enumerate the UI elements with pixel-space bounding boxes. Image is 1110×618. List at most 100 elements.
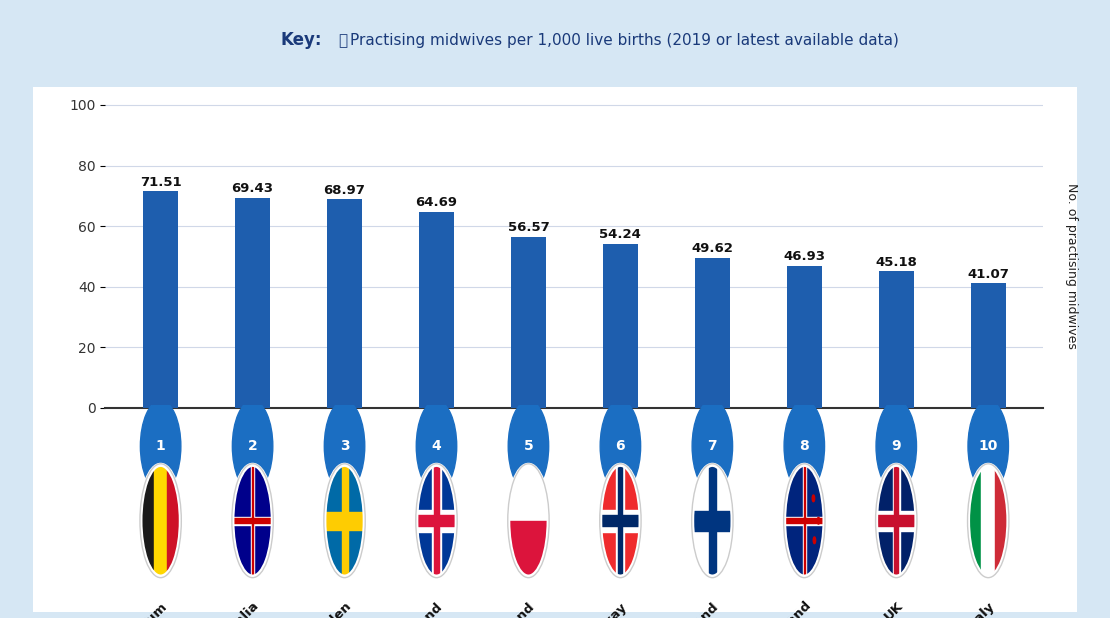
Circle shape bbox=[232, 400, 273, 492]
Ellipse shape bbox=[508, 465, 548, 577]
Bar bbox=[232, 519, 273, 523]
Text: 5: 5 bbox=[524, 439, 533, 453]
Bar bbox=[416, 465, 456, 577]
Text: New Zealand: New Zealand bbox=[736, 599, 814, 618]
Bar bbox=[342, 465, 347, 577]
Bar bbox=[235, 198, 270, 408]
Text: UK: UK bbox=[881, 599, 906, 618]
Bar bbox=[784, 465, 825, 577]
Bar bbox=[879, 271, 914, 408]
Bar bbox=[708, 465, 716, 577]
Circle shape bbox=[784, 400, 825, 492]
Text: Finland: Finland bbox=[673, 599, 722, 618]
Bar bbox=[995, 465, 1009, 577]
Bar bbox=[418, 212, 454, 408]
Bar bbox=[511, 237, 546, 408]
Text: 2: 2 bbox=[248, 439, 258, 453]
Bar bbox=[695, 258, 730, 408]
Bar bbox=[154, 465, 168, 577]
Text: Iceland: Iceland bbox=[398, 599, 446, 618]
Ellipse shape bbox=[693, 465, 733, 577]
Text: Norway: Norway bbox=[581, 599, 629, 618]
Bar bbox=[508, 521, 548, 577]
Text: Belgium: Belgium bbox=[118, 599, 170, 618]
Bar bbox=[618, 465, 623, 577]
Bar bbox=[416, 515, 456, 527]
Text: 7: 7 bbox=[707, 439, 717, 453]
Bar bbox=[601, 465, 640, 577]
Bar bbox=[327, 199, 362, 408]
Text: Practising midwives per 1,000 live births (2019 or latest available data): Practising midwives per 1,000 live birth… bbox=[350, 33, 898, 48]
Ellipse shape bbox=[876, 465, 917, 577]
Text: Sweden: Sweden bbox=[303, 599, 354, 618]
Text: 71.51: 71.51 bbox=[140, 176, 181, 189]
Text: Australia: Australia bbox=[204, 599, 262, 618]
Bar bbox=[787, 266, 821, 408]
Bar bbox=[968, 465, 981, 577]
Bar bbox=[416, 510, 456, 532]
Text: 4: 4 bbox=[432, 439, 442, 453]
Ellipse shape bbox=[324, 465, 365, 577]
Bar bbox=[616, 465, 625, 577]
Text: 8: 8 bbox=[799, 439, 809, 453]
Ellipse shape bbox=[813, 495, 815, 502]
Bar bbox=[232, 517, 273, 525]
Text: Key:: Key: bbox=[281, 31, 322, 49]
Ellipse shape bbox=[814, 537, 816, 544]
Bar bbox=[876, 515, 917, 527]
Bar bbox=[876, 510, 917, 531]
Text: 🚶: 🚶 bbox=[339, 33, 347, 48]
Text: No. of practising midwives: No. of practising midwives bbox=[1064, 183, 1078, 349]
Ellipse shape bbox=[817, 517, 819, 524]
Bar bbox=[252, 465, 253, 577]
Bar bbox=[143, 191, 178, 408]
Bar bbox=[433, 465, 441, 577]
Circle shape bbox=[324, 400, 365, 492]
Text: 1: 1 bbox=[155, 439, 165, 453]
Text: 10: 10 bbox=[979, 439, 998, 453]
Text: 56.57: 56.57 bbox=[507, 221, 549, 234]
Bar bbox=[601, 510, 640, 532]
Circle shape bbox=[601, 400, 640, 492]
Text: 41.07: 41.07 bbox=[967, 268, 1009, 281]
Text: 64.69: 64.69 bbox=[415, 197, 457, 210]
Text: 3: 3 bbox=[340, 439, 350, 453]
Text: 49.62: 49.62 bbox=[692, 242, 734, 255]
Text: 68.97: 68.97 bbox=[324, 184, 365, 197]
Bar bbox=[251, 465, 254, 577]
Bar bbox=[601, 515, 640, 527]
Text: 46.93: 46.93 bbox=[784, 250, 826, 263]
Text: Poland: Poland bbox=[492, 599, 537, 618]
Ellipse shape bbox=[784, 465, 825, 577]
Bar bbox=[232, 465, 273, 577]
Bar bbox=[892, 465, 900, 577]
Circle shape bbox=[968, 400, 1009, 492]
Ellipse shape bbox=[416, 465, 456, 577]
Ellipse shape bbox=[140, 465, 181, 577]
Text: 9: 9 bbox=[891, 439, 901, 453]
Bar bbox=[784, 519, 825, 523]
Bar bbox=[324, 465, 365, 577]
Bar bbox=[895, 465, 898, 577]
Bar bbox=[140, 465, 154, 577]
Bar bbox=[508, 465, 548, 521]
Text: 6: 6 bbox=[616, 439, 625, 453]
Ellipse shape bbox=[601, 465, 640, 577]
Circle shape bbox=[693, 400, 733, 492]
Text: Italy: Italy bbox=[965, 599, 998, 618]
Text: 45.18: 45.18 bbox=[876, 256, 917, 269]
Circle shape bbox=[416, 400, 456, 492]
FancyBboxPatch shape bbox=[0, 66, 1110, 618]
Bar bbox=[784, 517, 825, 525]
Circle shape bbox=[508, 400, 548, 492]
Bar bbox=[971, 284, 1006, 408]
Bar bbox=[804, 465, 805, 577]
Bar bbox=[603, 243, 638, 408]
Bar bbox=[168, 465, 181, 577]
Bar bbox=[693, 510, 733, 531]
Ellipse shape bbox=[968, 465, 1009, 577]
Bar bbox=[693, 465, 733, 577]
Bar bbox=[324, 512, 365, 530]
Bar bbox=[803, 465, 806, 577]
Text: 54.24: 54.24 bbox=[599, 228, 642, 241]
